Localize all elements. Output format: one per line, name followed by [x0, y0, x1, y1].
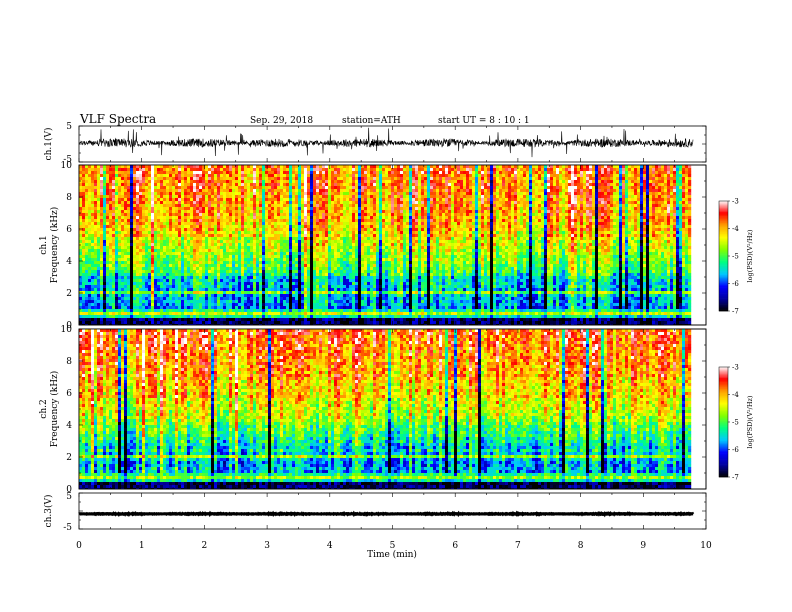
ch3-waveform-line [79, 514, 693, 515]
ch1-spectrogram-ylabel: Frequency (kHz) [49, 207, 60, 284]
x-axis-label: Time (min) [367, 549, 417, 560]
frequency-tick-label: 8 [66, 193, 72, 203]
colorbar-tick-label: -7 [732, 308, 739, 316]
ch1-spectrogram-channel-label: ch.1 [39, 235, 49, 254]
x-tick-label: 8 [578, 541, 584, 551]
x-tick-label: 1 [139, 541, 145, 551]
colorbar-tick-label: -3 [732, 364, 739, 372]
x-tick-label: 2 [202, 541, 208, 551]
colorbar-tick-label: -3 [732, 198, 739, 206]
colorbar-label: log(PSD)(V²/Hz) [746, 229, 754, 282]
ch1-spectrogram-cells [79, 165, 691, 325]
x-tick-label: 9 [640, 541, 646, 551]
colorbar-tick-label: -7 [732, 474, 739, 482]
ch3-ytick-top: 5 [66, 492, 72, 502]
station-label: station=ATH [342, 116, 401, 126]
x-tick-label: 4 [327, 541, 333, 551]
colorbar-tick-label: -5 [732, 419, 739, 427]
frequency-tick-label: 10 [61, 325, 73, 335]
frequency-tick-label: 2 [66, 289, 72, 299]
frequency-tick-label: 4 [66, 421, 72, 431]
date-label: Sep. 29, 2018 [250, 116, 313, 126]
colorbar-tick-label: -6 [732, 280, 739, 288]
colorbar-tick-label: -5 [732, 253, 739, 261]
colorbar-tick-label: -4 [732, 391, 739, 399]
colorbar-label: log(PSD)(V²/Hz) [746, 395, 754, 448]
ch2-spectrogram-ylabel: Frequency (kHz) [49, 371, 60, 448]
ch2-spectrogram-channel-label: ch.2 [39, 399, 49, 418]
colorbar-tick-label: -4 [732, 225, 739, 233]
ch2-spectrogram-cells [79, 329, 691, 489]
frequency-tick-label: 6 [66, 389, 72, 399]
x-tick-label: 0 [76, 541, 82, 551]
ch3-waveform-panel: 5 -5 ch.3(V) [43, 492, 706, 533]
x-tick-label: 10 [700, 541, 712, 551]
ch2-colorbar: -3 -4 -5 -6 -7 log(PSD)(V²/Hz) [719, 364, 754, 482]
ch3-waveform-ylabel: ch.3(V) [43, 495, 54, 528]
frequency-tick-label: 2 [66, 453, 72, 463]
colorbar-tick-label: -6 [732, 446, 739, 454]
frequency-tick-label: 10 [61, 161, 73, 171]
ch1-waveform-panel: 5 -5 ch.1(V) [43, 122, 706, 165]
frequency-tick-label: 8 [66, 357, 72, 367]
ch1-waveform-ylabel: ch.1(V) [43, 128, 54, 161]
ch1-colorbar: -3 -4 -5 -6 -7 log(PSD)(V²/Hz) [719, 198, 754, 316]
ch3-waveform-frame [79, 493, 706, 529]
frequency-tick-label: 4 [66, 257, 72, 267]
figure-title: VLF Spectra [79, 112, 156, 126]
x-tick-label: 6 [452, 541, 458, 551]
start-time-label: start UT = 8 : 10 : 1 [438, 116, 530, 126]
ch1-ytick-top: 5 [66, 122, 72, 132]
frequency-tick-label: 6 [66, 225, 72, 235]
ch3-ytick-bottom: -5 [63, 523, 72, 533]
x-tick-label: 7 [515, 541, 521, 551]
x-tick-label: 3 [264, 541, 270, 551]
